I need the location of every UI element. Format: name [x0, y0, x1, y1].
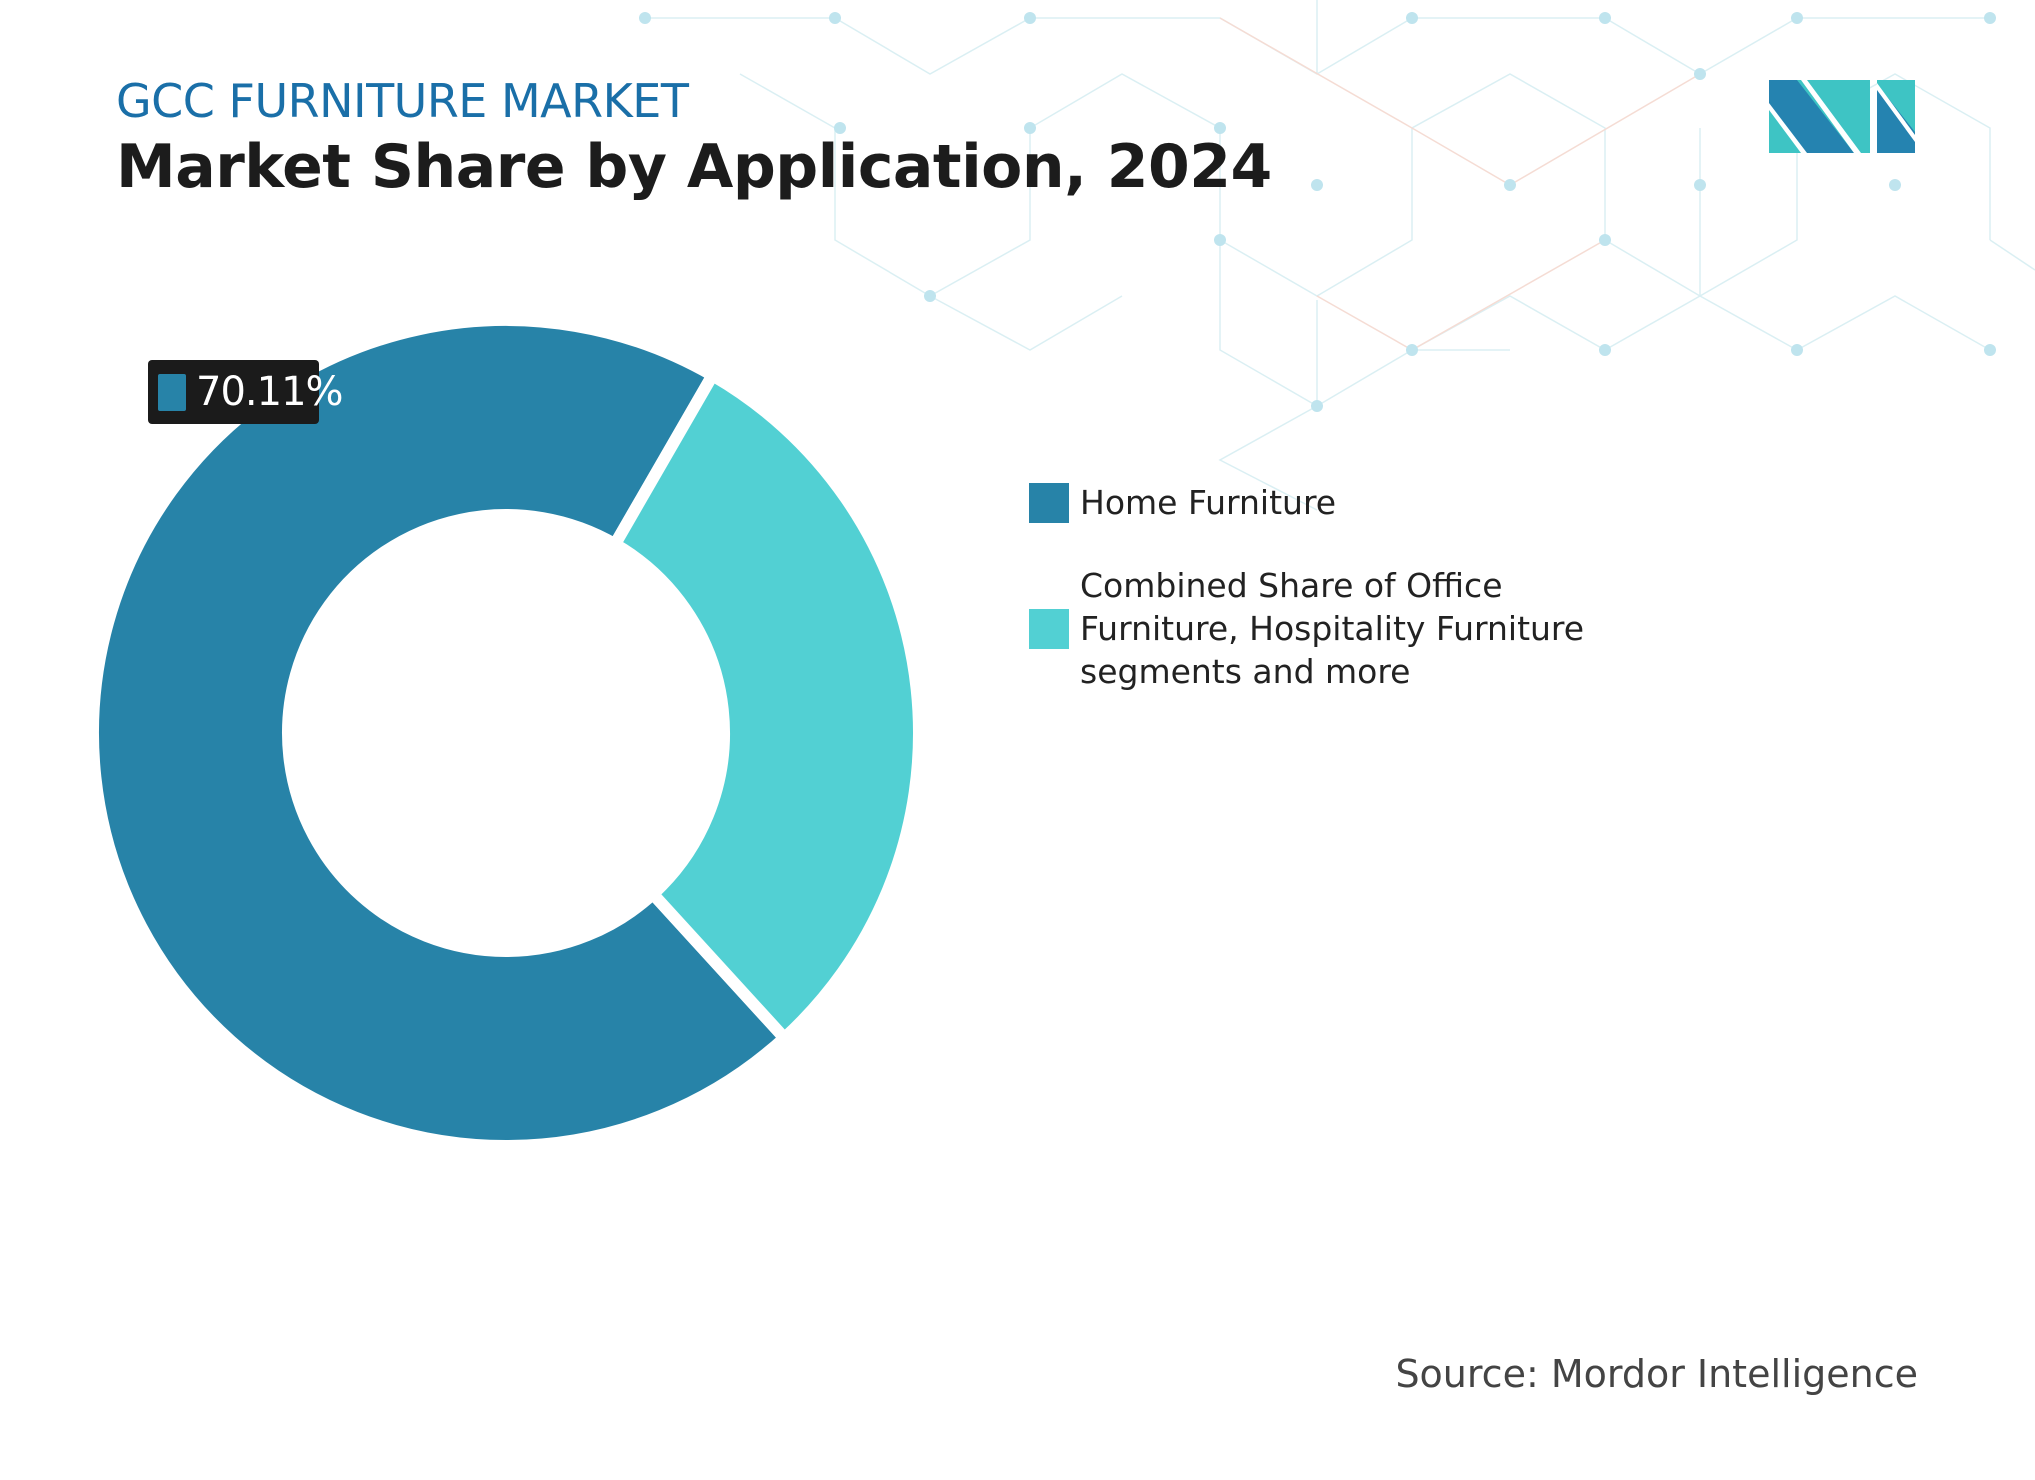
chart-kicker: GCC FURNITURE MARKET — [116, 74, 689, 128]
donut-slice-home-furniture[interactable] — [87, 314, 793, 1152]
legend-item-combined-share[interactable]: Combined Share of Office Furniture, Hosp… — [1029, 564, 1640, 693]
data-label-value: 70.11% — [196, 369, 344, 415]
legend: Home Furniture Combined Share of Office … — [1029, 482, 1640, 733]
chart-title: Market Share by Application, 2024 — [116, 132, 1272, 202]
data-label-swatch — [158, 373, 186, 411]
data-label-home-furniture: 70.11% — [148, 360, 344, 424]
legend-label: Home Furniture — [1080, 483, 1337, 522]
source-note: Source: Mordor Intelligence — [1395, 1352, 1918, 1396]
legend-item-home-furniture[interactable]: Home Furniture — [1029, 481, 1640, 524]
donut-slice-combined-share[interactable] — [606, 367, 925, 1047]
legend-label: Combined Share of Office Furniture, Hosp… — [1080, 566, 1585, 691]
legend-swatch — [1029, 608, 1069, 649]
mordor-intelligence-logo — [1769, 80, 1915, 153]
legend-swatch — [1029, 482, 1069, 523]
